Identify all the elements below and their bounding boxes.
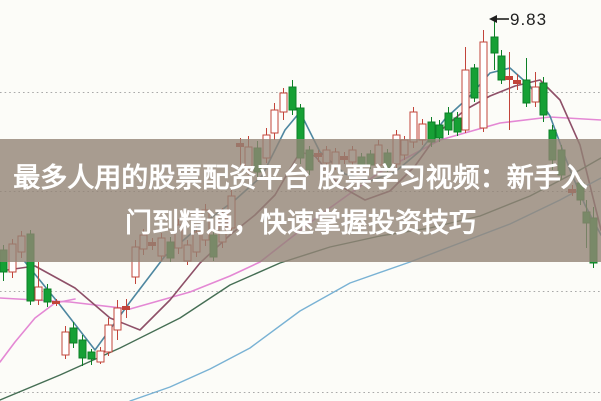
candle-body-up [479,41,488,129]
candle-doji-dash [52,301,60,304]
candle-body-up [531,86,540,103]
candle-body-up [61,331,70,356]
candle-doji-dash [122,306,130,310]
candle-body-up [270,109,279,134]
candle-body-down [539,82,548,116]
candle-body-up [418,123,427,141]
candle-body-up [409,111,418,143]
candle-body-down [444,112,453,131]
overlay-title-line2: 门到精通，快速掌握投资技巧 [125,207,476,238]
title-overlay-banner: 最多人用的股票配资平台 股票学习视频：新手入 门到精通，快速掌握投资技巧 [0,139,601,262]
price-annotation-label: 9.83 [510,10,548,29]
candle-body-down [87,351,96,360]
candle-body-up [104,324,113,353]
candle-doji-dash [505,76,513,80]
candle-body-down [490,36,499,54]
candle-body-up [34,286,43,301]
overlay-title-line1: 最多人用的股票配资平台 股票学习视频：新手入 [13,162,588,193]
candle-body-down [69,327,78,344]
candle-body-down [470,67,479,99]
annotation-arrowhead-icon [489,15,497,23]
candle-body-down [453,117,462,133]
candle-doji-dash [513,80,521,84]
candle-body-down [43,288,52,303]
candle-body-down [288,86,297,111]
candle-body-down [522,79,531,104]
candle-body-down [78,339,87,359]
ma-pink-left-tail [0,298,76,363]
candle-body-up [279,92,288,113]
candle-body-down [497,55,506,81]
candle-body-up [461,69,470,131]
candle-body-up [113,307,122,331]
candle-body-down [435,124,444,139]
candle-body-up [96,350,105,363]
